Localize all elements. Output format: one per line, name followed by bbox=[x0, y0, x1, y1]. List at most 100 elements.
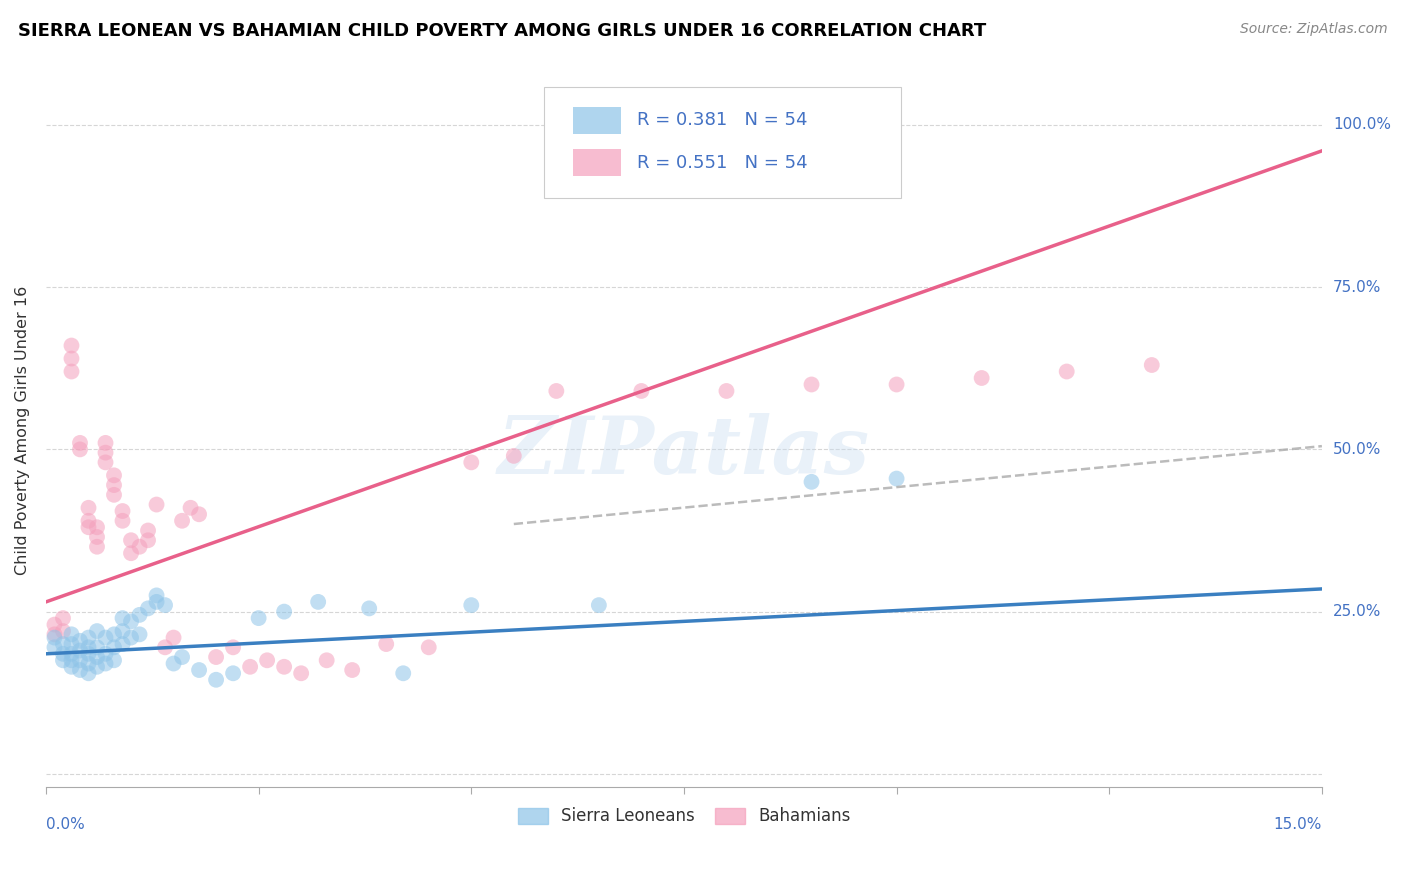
Point bbox=[256, 653, 278, 667]
Point bbox=[86, 530, 108, 544]
Point bbox=[222, 640, 245, 655]
Point bbox=[460, 598, 482, 612]
Point bbox=[111, 504, 134, 518]
Text: 75.0%: 75.0% bbox=[1333, 279, 1381, 294]
Point bbox=[800, 377, 823, 392]
Point bbox=[111, 624, 134, 639]
FancyBboxPatch shape bbox=[572, 106, 621, 134]
Point bbox=[103, 478, 125, 492]
Point bbox=[44, 631, 66, 645]
Point bbox=[588, 598, 610, 612]
Point bbox=[94, 657, 117, 671]
Point bbox=[103, 488, 125, 502]
Point bbox=[188, 508, 211, 522]
Point bbox=[52, 647, 75, 661]
Point bbox=[170, 650, 193, 665]
Text: R = 0.551   N = 54: R = 0.551 N = 54 bbox=[637, 154, 807, 172]
Point bbox=[52, 637, 75, 651]
Point bbox=[340, 663, 363, 677]
Point bbox=[103, 653, 125, 667]
Point bbox=[128, 540, 150, 554]
FancyBboxPatch shape bbox=[544, 87, 901, 198]
Point bbox=[502, 449, 524, 463]
Point bbox=[120, 631, 142, 645]
Point bbox=[86, 660, 108, 674]
Point bbox=[800, 475, 823, 489]
Point bbox=[273, 605, 295, 619]
Point bbox=[77, 666, 100, 681]
Text: 50.0%: 50.0% bbox=[1333, 442, 1381, 457]
Point bbox=[77, 640, 100, 655]
Point bbox=[970, 371, 993, 385]
Point bbox=[145, 595, 167, 609]
Point bbox=[630, 384, 652, 398]
Text: ZIPatlas: ZIPatlas bbox=[498, 413, 870, 490]
Point bbox=[1056, 364, 1078, 378]
Point bbox=[247, 611, 270, 625]
Point bbox=[69, 633, 91, 648]
Point bbox=[60, 637, 83, 651]
Point bbox=[86, 640, 108, 655]
Point bbox=[86, 540, 108, 554]
Point bbox=[77, 631, 100, 645]
Point bbox=[69, 653, 91, 667]
Text: 25.0%: 25.0% bbox=[1333, 604, 1381, 619]
Point bbox=[52, 653, 75, 667]
Text: 0.0%: 0.0% bbox=[46, 817, 84, 832]
Point bbox=[886, 377, 908, 392]
Point bbox=[52, 624, 75, 639]
Point bbox=[136, 601, 159, 615]
Point bbox=[418, 640, 440, 655]
Point bbox=[103, 627, 125, 641]
Point bbox=[77, 500, 100, 515]
Point bbox=[94, 445, 117, 459]
Point bbox=[375, 637, 398, 651]
Point bbox=[460, 455, 482, 469]
Point bbox=[60, 351, 83, 366]
Point bbox=[315, 653, 337, 667]
Y-axis label: Child Poverty Among Girls Under 16: Child Poverty Among Girls Under 16 bbox=[15, 285, 30, 574]
Point bbox=[1140, 358, 1163, 372]
Point bbox=[60, 653, 83, 667]
Text: 100.0%: 100.0% bbox=[1333, 118, 1391, 132]
Text: SIERRA LEONEAN VS BAHAMIAN CHILD POVERTY AMONG GIRLS UNDER 16 CORRELATION CHART: SIERRA LEONEAN VS BAHAMIAN CHILD POVERTY… bbox=[18, 22, 987, 40]
Point bbox=[716, 384, 738, 398]
Point bbox=[86, 520, 108, 534]
Point bbox=[44, 640, 66, 655]
Point bbox=[60, 660, 83, 674]
Legend: Sierra Leoneans, Bahamians: Sierra Leoneans, Bahamians bbox=[510, 801, 858, 832]
Point bbox=[60, 627, 83, 641]
Point bbox=[69, 643, 91, 657]
Point bbox=[153, 598, 176, 612]
Text: R = 0.381   N = 54: R = 0.381 N = 54 bbox=[637, 112, 807, 129]
Point bbox=[94, 455, 117, 469]
Point bbox=[145, 588, 167, 602]
Point bbox=[145, 498, 167, 512]
Point bbox=[392, 666, 415, 681]
Point bbox=[136, 524, 159, 538]
Point bbox=[103, 468, 125, 483]
Point bbox=[69, 442, 91, 457]
Point bbox=[60, 364, 83, 378]
Point bbox=[162, 657, 184, 671]
Point bbox=[222, 666, 245, 681]
Point bbox=[94, 436, 117, 450]
Point bbox=[153, 640, 176, 655]
Point bbox=[162, 631, 184, 645]
Point bbox=[128, 607, 150, 622]
Point bbox=[205, 650, 228, 665]
Point bbox=[120, 615, 142, 629]
Point bbox=[60, 338, 83, 352]
Point bbox=[77, 520, 100, 534]
Point bbox=[111, 514, 134, 528]
Point bbox=[546, 384, 568, 398]
Point bbox=[359, 601, 381, 615]
Point bbox=[239, 660, 262, 674]
Point bbox=[77, 657, 100, 671]
Point bbox=[86, 624, 108, 639]
Point bbox=[44, 627, 66, 641]
Point bbox=[111, 611, 134, 625]
Point bbox=[77, 647, 100, 661]
Point bbox=[52, 611, 75, 625]
Point bbox=[103, 640, 125, 655]
